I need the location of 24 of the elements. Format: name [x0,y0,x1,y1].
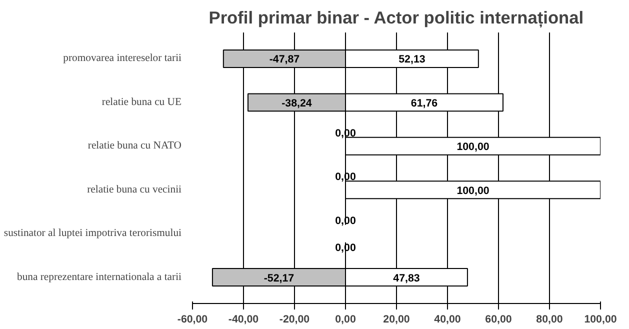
x-tick-label: 20,00 [383,314,410,326]
data-label: -38,24 [282,97,312,110]
data-label: -52,17 [264,272,294,284]
data-label: 47,83 [393,272,420,284]
x-tick-label: 40,00 [434,314,461,326]
x-tick-label: 80,00 [536,314,563,326]
y-tick-label: relatie buna cu UE [102,96,182,108]
x-tick-label: 0,00 [335,314,356,326]
x-tick-label: 100,00 [584,314,617,326]
data-label: -47,87 [269,54,300,66]
data-label: 100,00 [456,184,490,197]
x-tick-label: -40,00 [228,314,259,326]
y-tick-label: relatie buna cu vecinii [87,184,182,196]
data-label: 52,13 [398,54,426,66]
y-tick-label: sustinator al luptei impotriva terorismului [4,228,182,240]
y-tick-label: promovarea intereselor tarii [63,53,182,64]
y-tick-label: buna reprezentare internationala a tarii [17,272,182,283]
y-tick-label: relatie buna cu NATO [88,140,182,152]
x-tick-label: -60,00 [177,314,208,326]
x-tick-label: 60,00 [485,314,512,326]
x-tick-label: -20,00 [279,314,310,326]
data-label: 61,76 [410,97,438,110]
data-label: 100,00 [456,141,490,154]
chart-title: Profil primar binar - Actor politic internațional [208,8,584,28]
